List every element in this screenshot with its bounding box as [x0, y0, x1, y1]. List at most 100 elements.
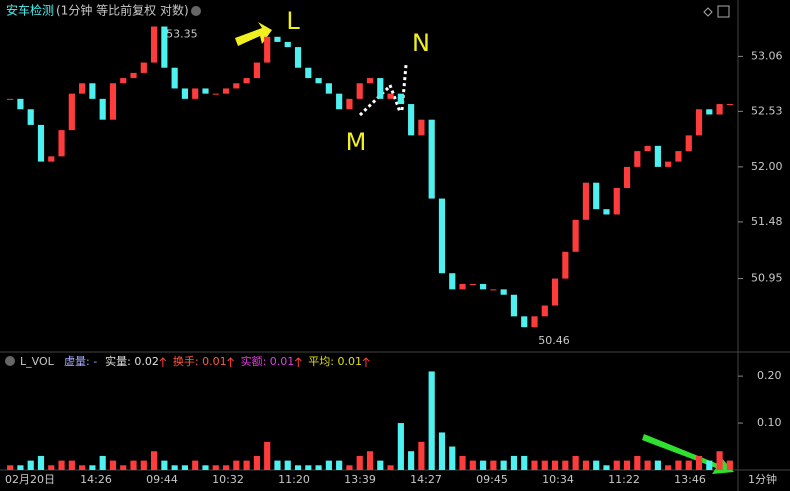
up-arrow-icon	[362, 357, 370, 367]
x-tick-label: 13:39	[344, 473, 376, 486]
candle	[181, 88, 189, 99]
candle	[58, 130, 65, 157]
candle	[387, 93, 394, 99]
volume-bar	[644, 460, 651, 470]
candle	[17, 98, 24, 110]
candle	[325, 83, 332, 94]
candle	[695, 109, 703, 136]
candle	[192, 88, 199, 99]
volume-bar	[7, 465, 14, 470]
candle	[428, 119, 435, 199]
candle	[202, 88, 209, 94]
candle	[161, 26, 168, 68]
window-icon[interactable]	[717, 5, 730, 18]
candle	[109, 83, 117, 120]
candle	[603, 209, 610, 215]
legend-entry: 平均: 0.01	[308, 355, 362, 368]
candle	[480, 283, 487, 290]
x-tick-label: 10:34	[542, 473, 574, 486]
x-tick-label: 11:22	[608, 473, 640, 486]
volume-bar	[253, 455, 260, 470]
legend-entry: 实量: 0.02	[105, 354, 159, 368]
volume-bar	[264, 441, 271, 470]
candle	[151, 26, 158, 63]
x-tick-label: 13:46	[674, 473, 706, 486]
volume-bar	[79, 465, 86, 470]
candle	[685, 135, 692, 152]
legend-entry: 虚量: -	[64, 355, 97, 368]
volume-bar	[716, 451, 723, 470]
volume-bar	[551, 460, 559, 470]
candle	[613, 187, 620, 215]
volume-bar	[315, 465, 322, 470]
candle	[68, 93, 75, 131]
candle	[222, 88, 230, 94]
indicator-name: L_VOL	[20, 355, 55, 368]
candle	[716, 104, 723, 115]
volume-bar	[387, 465, 394, 470]
volume-bar	[438, 432, 446, 470]
volume-bar	[521, 455, 528, 470]
volume-bar	[48, 465, 55, 470]
diamond-icon[interactable]	[703, 7, 713, 17]
volume-bar	[408, 451, 415, 470]
candle	[644, 145, 651, 152]
x-tick-label: 11:20	[278, 473, 310, 486]
y-tick-label: 50.95	[751, 272, 783, 285]
volume-bar	[377, 460, 384, 470]
candle	[366, 78, 374, 84]
candle	[665, 161, 672, 167]
yellow-arrow	[235, 22, 272, 46]
y-tick-label: 51.48	[751, 215, 783, 228]
period-label: 1分钟	[748, 472, 777, 486]
volume-bar	[572, 455, 579, 470]
volume-bar	[665, 465, 672, 470]
volume-bar	[99, 455, 106, 470]
volume-bar	[192, 460, 199, 470]
volume-bar	[17, 465, 24, 470]
volume-bar	[531, 460, 538, 470]
candle	[79, 83, 86, 94]
candle	[336, 93, 343, 110]
candle	[490, 289, 497, 291]
candle	[294, 47, 302, 68]
volume-bar	[294, 465, 302, 470]
volume-bar	[726, 460, 733, 470]
up-arrow-icon	[294, 357, 302, 367]
indicator-icon[interactable]	[5, 356, 15, 366]
volume-bar	[366, 451, 374, 470]
candle	[634, 151, 641, 167]
y-tick-label: 0.10	[757, 416, 782, 429]
chart-subtitle: (1分钟 等比前复权 对数)	[56, 3, 189, 18]
volume-bar	[37, 455, 45, 470]
candle	[675, 151, 682, 162]
up-arrow-icon	[159, 357, 167, 367]
volume-bar	[500, 460, 507, 470]
candle	[37, 124, 45, 162]
volume-bar	[233, 460, 240, 470]
candle	[356, 83, 363, 99]
chart-title: 安车检测	[6, 3, 54, 18]
x-tick-label: 14:27	[410, 473, 442, 486]
candle	[623, 166, 631, 188]
candle	[253, 62, 260, 79]
candle	[99, 98, 106, 120]
candle	[7, 98, 14, 100]
settings-icon[interactable]	[191, 6, 201, 16]
volume-bar	[243, 460, 250, 470]
candle	[264, 36, 271, 63]
up-arrow-icon	[227, 357, 234, 367]
candle	[274, 36, 281, 42]
candle	[510, 294, 518, 317]
x-tick-label: 02月20日	[5, 473, 55, 486]
legend-entry: 实额: 0.01	[241, 354, 295, 368]
x-tick-label: 09:45	[476, 473, 508, 486]
letter-label: L	[286, 7, 300, 35]
volume-bar	[171, 465, 178, 470]
y-tick-label: 52.53	[751, 104, 783, 117]
candle	[654, 145, 661, 167]
candle	[541, 305, 548, 317]
candle	[572, 219, 579, 252]
